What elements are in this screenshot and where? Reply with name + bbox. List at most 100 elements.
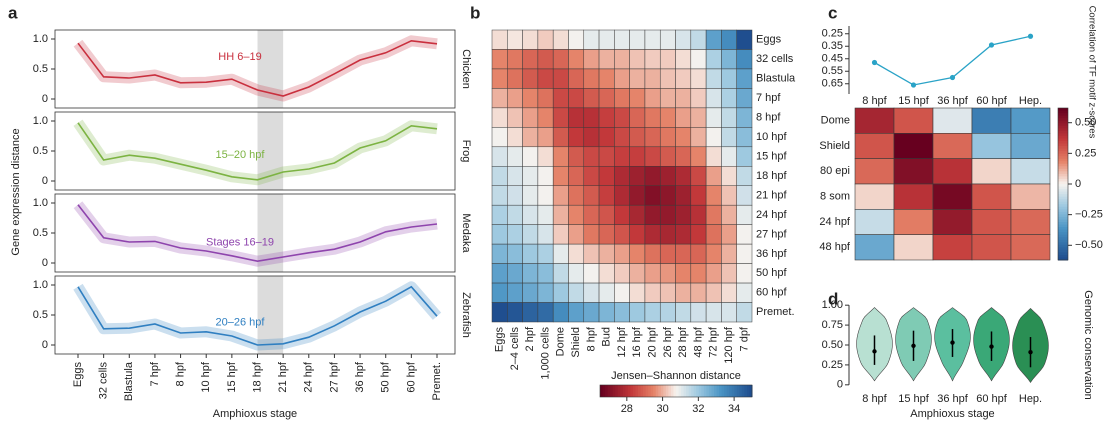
heatmap-cell — [690, 88, 707, 109]
x-tick-label: 60 hpf — [405, 361, 417, 393]
heatmap-cell — [583, 243, 600, 264]
heatmap-cell — [537, 146, 554, 167]
heatmap-cell — [568, 185, 585, 206]
heatmap-cell — [522, 127, 539, 148]
row-label: 24 hpf — [756, 209, 788, 221]
heatmap-cell — [1010, 234, 1051, 261]
colorbar-step — [1058, 184, 1068, 188]
row-label: Blastula — [756, 73, 796, 85]
x-tick-label: 18 hpf — [251, 361, 263, 393]
x-tick-label: 32 cells — [98, 362, 110, 400]
median — [911, 343, 916, 348]
row-label: 80 epi — [820, 165, 850, 177]
heatmap-cell — [583, 302, 600, 323]
colorbar-step — [1058, 143, 1068, 147]
heatmap-cell — [705, 185, 722, 206]
y-tick-label: 0.65 — [822, 78, 843, 90]
heatmap-cell — [491, 49, 508, 70]
y-tick-label: 1.0 — [33, 197, 48, 209]
row-label: 27 hpf — [756, 228, 788, 240]
row-label: 15 hpf — [756, 150, 788, 162]
colorbar-step — [1058, 222, 1068, 226]
heatmap-cell — [583, 146, 600, 167]
colorbar-step — [726, 385, 730, 397]
colorbar-step — [1058, 206, 1068, 210]
row-label: 32 cells — [756, 53, 794, 65]
heatmap-cell — [690, 224, 707, 245]
column-label: Dome — [555, 327, 567, 356]
heatmap-cell — [583, 185, 600, 206]
heatmap-cell — [971, 158, 1012, 185]
heatmap-cell — [644, 243, 661, 264]
heatmap-cell — [736, 263, 753, 284]
heatmap-cell — [537, 68, 554, 89]
heatmap-cell — [491, 166, 508, 186]
heatmap-cell — [507, 263, 523, 284]
colorbar-step — [1058, 138, 1068, 142]
heatmap-cell — [491, 302, 508, 323]
heatmap-cell — [675, 282, 692, 303]
plot-frame — [54, 29, 456, 109]
heatmap-cell — [491, 204, 508, 225]
colorbar-step — [1058, 176, 1068, 180]
heatmap-cell — [736, 243, 753, 264]
y-axis-label: Genomic conservation — [1082, 290, 1094, 399]
heatmap-cell — [552, 49, 569, 70]
heatmap-cell — [491, 68, 508, 89]
heatmap-cell — [522, 88, 539, 109]
heatmap-cell — [629, 107, 646, 128]
heatmap-cell — [705, 49, 722, 70]
colorbar-step — [714, 385, 718, 397]
y-axis-label: Gene expression distance — [10, 128, 22, 255]
column-label: 26 hpf — [662, 326, 674, 358]
heatmap-cell — [568, 166, 585, 186]
colorbar-step — [1058, 113, 1068, 117]
colorbar-step — [1058, 166, 1068, 170]
column-label: 28 hpf — [677, 326, 689, 358]
point — [988, 42, 995, 48]
heatmap-cell — [675, 107, 692, 128]
colorbar-step — [1058, 216, 1068, 220]
colorbar-step — [686, 385, 690, 397]
heatmap-cell — [522, 302, 539, 323]
colorbar-tick-label: 30 — [656, 403, 668, 415]
heatmap-cell — [644, 88, 661, 109]
colorbar-step — [643, 385, 647, 397]
heatmap-cell — [522, 166, 539, 186]
colorbar-step — [612, 385, 616, 397]
heatmap-cell — [721, 243, 737, 264]
x-tick-label: 21 hpf — [277, 361, 289, 393]
heatmap-cell — [690, 166, 707, 186]
heatmap-cell — [552, 88, 569, 109]
heatmap-cell — [614, 282, 630, 303]
colorbar-step — [1058, 125, 1068, 129]
colorbar-step — [602, 385, 606, 397]
point — [910, 82, 917, 88]
colorbar-step — [673, 385, 677, 397]
y-tick-label: 0.55 — [822, 65, 843, 77]
colorbar-step — [721, 385, 725, 397]
y-axis-label: Correlation of TF motif z-scores — [1086, 6, 1097, 139]
heatmap-cell — [522, 29, 539, 50]
heatmap-cell — [659, 282, 676, 303]
heatmap-cell — [491, 263, 508, 284]
heatmap-cell — [614, 243, 630, 264]
row-label: 21 hpf — [756, 189, 788, 201]
colorbar-step — [691, 385, 695, 397]
x-tick-label: 36 hpf — [937, 95, 969, 107]
heatmap-cell — [675, 302, 692, 323]
heatmap-cell — [675, 243, 692, 264]
heatmap-cell — [614, 107, 630, 128]
heatmap-cell — [736, 166, 753, 186]
colorbar-step — [1058, 209, 1068, 213]
colorbar-step — [693, 385, 697, 397]
heatmap-cell — [690, 243, 707, 264]
colorbar-step — [696, 385, 700, 397]
heatmap-cell — [659, 107, 676, 128]
heatmap-cell — [644, 68, 661, 89]
heatmap-cell — [614, 68, 630, 89]
heatmap-cell — [644, 185, 661, 206]
heatmap-cell — [614, 263, 630, 284]
x-tick-label: 15 hpf — [226, 361, 238, 393]
median — [872, 349, 877, 354]
